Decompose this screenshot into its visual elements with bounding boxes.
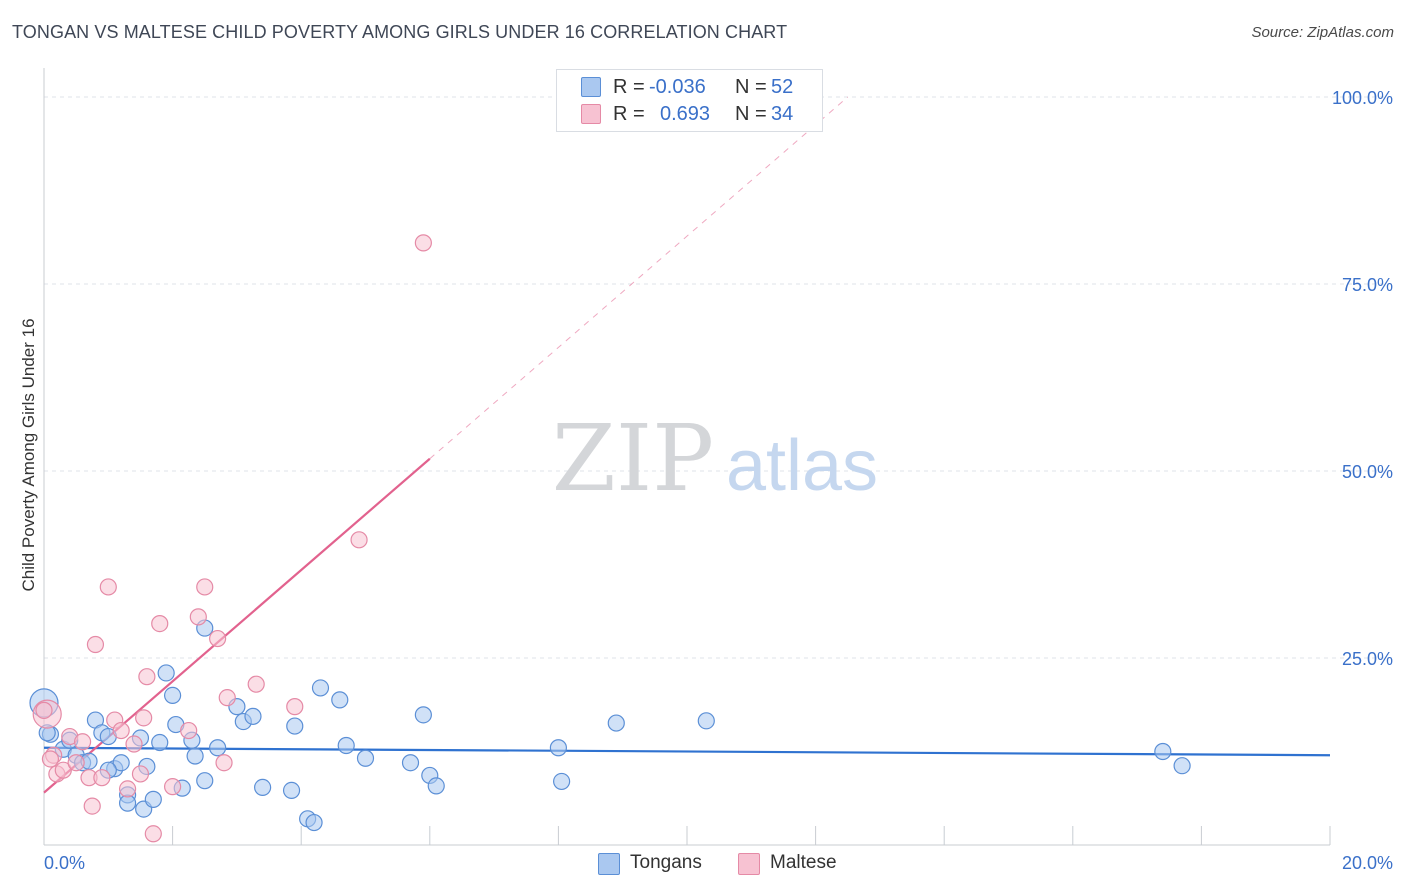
trend-line-extension-maltese [429, 96, 849, 460]
data-point-tongans [164, 686, 182, 705]
data-point-tongans [186, 747, 204, 765]
trend-line-tongans [43, 746, 1331, 757]
correlation-legend: R = -0.036 N = 52 R = 0.693 N = 34 [556, 69, 823, 132]
data-point-maltese [67, 754, 85, 772]
legend-n-label: N = [735, 103, 767, 125]
trend-line-maltese [43, 457, 431, 794]
data-point-tongans [331, 691, 349, 709]
data-point-maltese [86, 635, 105, 654]
axis-layer [43, 68, 1331, 846]
watermark-atlas: atlas [726, 426, 878, 506]
data-point-maltese [73, 733, 92, 751]
bottom-legend-swatch-maltese [738, 853, 760, 875]
legend-n-value: 52 [771, 76, 794, 98]
data-point-maltese [99, 578, 117, 596]
legend-r-label: R = [613, 103, 645, 125]
data-point-tongans [401, 754, 420, 772]
data-point-tongans [311, 679, 330, 697]
x-tick-label: 0.0% [44, 853, 85, 873]
data-point-tongans [144, 790, 162, 808]
data-point-tongans [1173, 757, 1191, 775]
data-point-maltese [135, 709, 153, 727]
data-point-maltese [189, 608, 207, 626]
legend-swatch-tongans [581, 77, 601, 97]
bottom-legend-swatch-tongans [598, 853, 620, 875]
y-tick-label: 25.0% [1342, 649, 1393, 669]
legend-r-value: 0.693 [660, 103, 711, 125]
data-point-maltese [93, 769, 111, 787]
grid-layer [44, 96, 1392, 659]
data-point-tongans [282, 781, 301, 799]
data-point-maltese [218, 689, 236, 707]
legend-n-label: N = [735, 76, 767, 98]
data-point-tongans [697, 712, 715, 730]
data-point-tongans [549, 739, 568, 757]
bottom-legend-label-maltese: Maltese [770, 852, 837, 873]
chart-title: TONGAN VS MALTESE CHILD POVERTY AMONG GI… [12, 22, 788, 42]
data-point-tongans [196, 772, 214, 790]
data-point-maltese [54, 761, 72, 779]
data-point-tongans [112, 754, 130, 772]
data-point-tongans [254, 778, 272, 797]
data-point-maltese [125, 735, 143, 753]
data-point-tongans [337, 736, 355, 755]
data-point-maltese [286, 698, 304, 716]
watermark-zip: ZIP [552, 405, 714, 512]
data-point-maltese [350, 531, 368, 549]
data-point-maltese [35, 701, 53, 719]
data-point-tongans [356, 749, 375, 767]
y-tick-label: 75.0% [1342, 275, 1393, 295]
data-point-tongans [209, 739, 227, 757]
data-point-maltese [164, 778, 182, 796]
watermark: ZIP atlas [552, 405, 878, 512]
legend-r-value: -0.036 [649, 76, 706, 98]
data-point-tongans [244, 707, 262, 725]
y-axis-label: Child Poverty Among Girls Under 16 [19, 318, 38, 591]
points-layer [29, 234, 1191, 843]
data-point-tongans [607, 714, 625, 732]
data-point-maltese [414, 234, 432, 252]
data-point-tongans [118, 794, 137, 812]
data-point-maltese [144, 825, 162, 843]
label-layer: 25.0% 50.0% 75.0% 100.0% 0.0% 20.0% Child Pove… [19, 88, 1393, 873]
legend-n-value: 34 [771, 103, 794, 125]
data-point-maltese [180, 721, 198, 740]
data-point-maltese [151, 614, 169, 633]
bottom-legend-label-tongans: Tongans [630, 852, 702, 873]
data-point-tongans [414, 706, 432, 724]
data-point-tongans [286, 717, 304, 735]
data-point-tongans [305, 813, 323, 832]
data-point-tongans [151, 733, 169, 752]
data-point-maltese [215, 754, 233, 772]
data-point-maltese [247, 675, 265, 693]
data-point-maltese [138, 668, 156, 686]
data-point-maltese [196, 578, 214, 596]
data-point-maltese [41, 750, 60, 768]
data-point-tongans [1154, 742, 1172, 761]
data-point-maltese [83, 797, 101, 815]
data-point-tongans [553, 772, 571, 791]
x-tick-label: 20.0% [1342, 853, 1393, 873]
data-point-maltese [131, 765, 150, 783]
data-point-maltese [112, 721, 130, 740]
data-point-tongans [157, 664, 175, 682]
data-point-maltese [209, 629, 227, 648]
chart-source: Source: ZipAtlas.com [1251, 24, 1394, 41]
y-tick-label: 100.0% [1332, 88, 1393, 108]
data-point-tongans [427, 777, 445, 795]
legend-r-label: R = [613, 76, 645, 98]
y-tick-label: 50.0% [1342, 462, 1393, 482]
legend-swatch-maltese [581, 104, 601, 124]
data-point-maltese [118, 780, 137, 798]
